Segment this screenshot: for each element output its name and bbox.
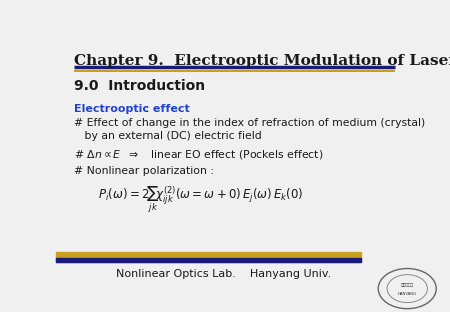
Text: $P_i(\omega) = 2\!\sum_{jk}\!\chi^{(2)}_{ijk}(\omega = \omega + 0)\,E_j(\omega)\: $P_i(\omega) = 2\!\sum_{jk}\!\chi^{(2)}_… bbox=[98, 184, 303, 215]
Text: Electrooptic effect: Electrooptic effect bbox=[74, 104, 189, 114]
Bar bbox=[56, 258, 361, 262]
Text: # $\Delta n \propto E$  $\Rightarrow$   linear EO effect (Pockels effect): # $\Delta n \propto E$ $\Rightarrow$ lin… bbox=[74, 148, 323, 161]
Bar bbox=[56, 252, 361, 262]
Text: :: : bbox=[142, 104, 149, 114]
Text: # Effect of change in the index of refraction of medium (crystal): # Effect of change in the index of refra… bbox=[74, 118, 425, 128]
Text: by an external (DC) electric field: by an external (DC) electric field bbox=[74, 131, 261, 141]
Text: Chapter 9.  Electrooptic Modulation of Laser Beams: Chapter 9. Electrooptic Modulation of La… bbox=[74, 54, 450, 68]
Text: HANYANG: HANYANG bbox=[398, 292, 417, 296]
Text: 한양대학교: 한양대학교 bbox=[400, 283, 414, 287]
Text: # Nonlinear polarization :: # Nonlinear polarization : bbox=[74, 166, 214, 176]
Text: Nonlinear Optics Lab.    Hanyang Univ.: Nonlinear Optics Lab. Hanyang Univ. bbox=[116, 269, 331, 279]
Text: 9.0  Introduction: 9.0 Introduction bbox=[74, 80, 205, 94]
